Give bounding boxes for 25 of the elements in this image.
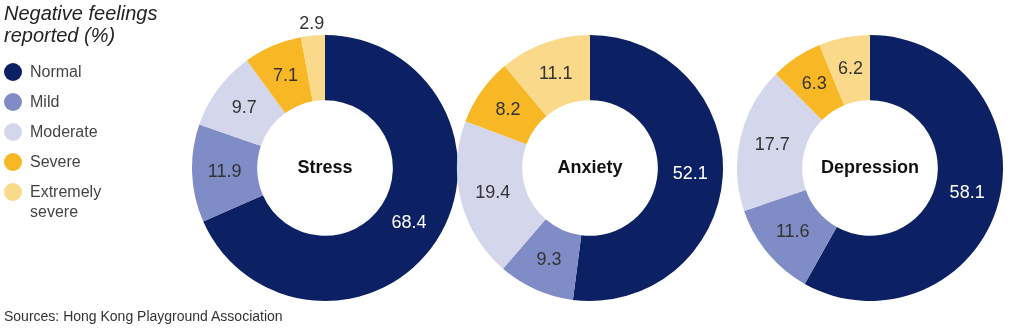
legend-title: Negative feelings reported (%) (4, 2, 159, 46)
data-label: 68.4 (391, 211, 427, 232)
data-label: 8.2 (495, 98, 521, 119)
legend-label: Mild (30, 92, 60, 112)
data-label: 9.3 (536, 248, 562, 269)
data-label: 17.7 (754, 134, 790, 155)
data-label: 11.9 (207, 161, 242, 182)
data-label: 58.1 (949, 182, 985, 203)
source-note: Sources: Hong Kong Playground Association (4, 308, 283, 324)
text: Stress (297, 156, 353, 177)
text: Anxiety (557, 156, 623, 177)
data-label: 11.6 (775, 221, 810, 242)
legend-label: Moderate (30, 122, 98, 142)
text: Depression (820, 156, 920, 177)
data-label: 19.4 (475, 181, 511, 202)
data-label: 9.7 (231, 97, 257, 118)
data-label: 6.3 (801, 73, 827, 94)
data-label: 52.1 (672, 163, 708, 184)
legend-label: Extremely severe (30, 182, 103, 222)
data-label: 11.1 (538, 62, 573, 83)
data-label: 6.2 (838, 58, 864, 79)
data-label: 2.9 (299, 12, 325, 33)
data-label: 7.1 (272, 64, 298, 85)
legend-label: Normal (30, 62, 82, 82)
legend-label: Severe (30, 152, 81, 172)
